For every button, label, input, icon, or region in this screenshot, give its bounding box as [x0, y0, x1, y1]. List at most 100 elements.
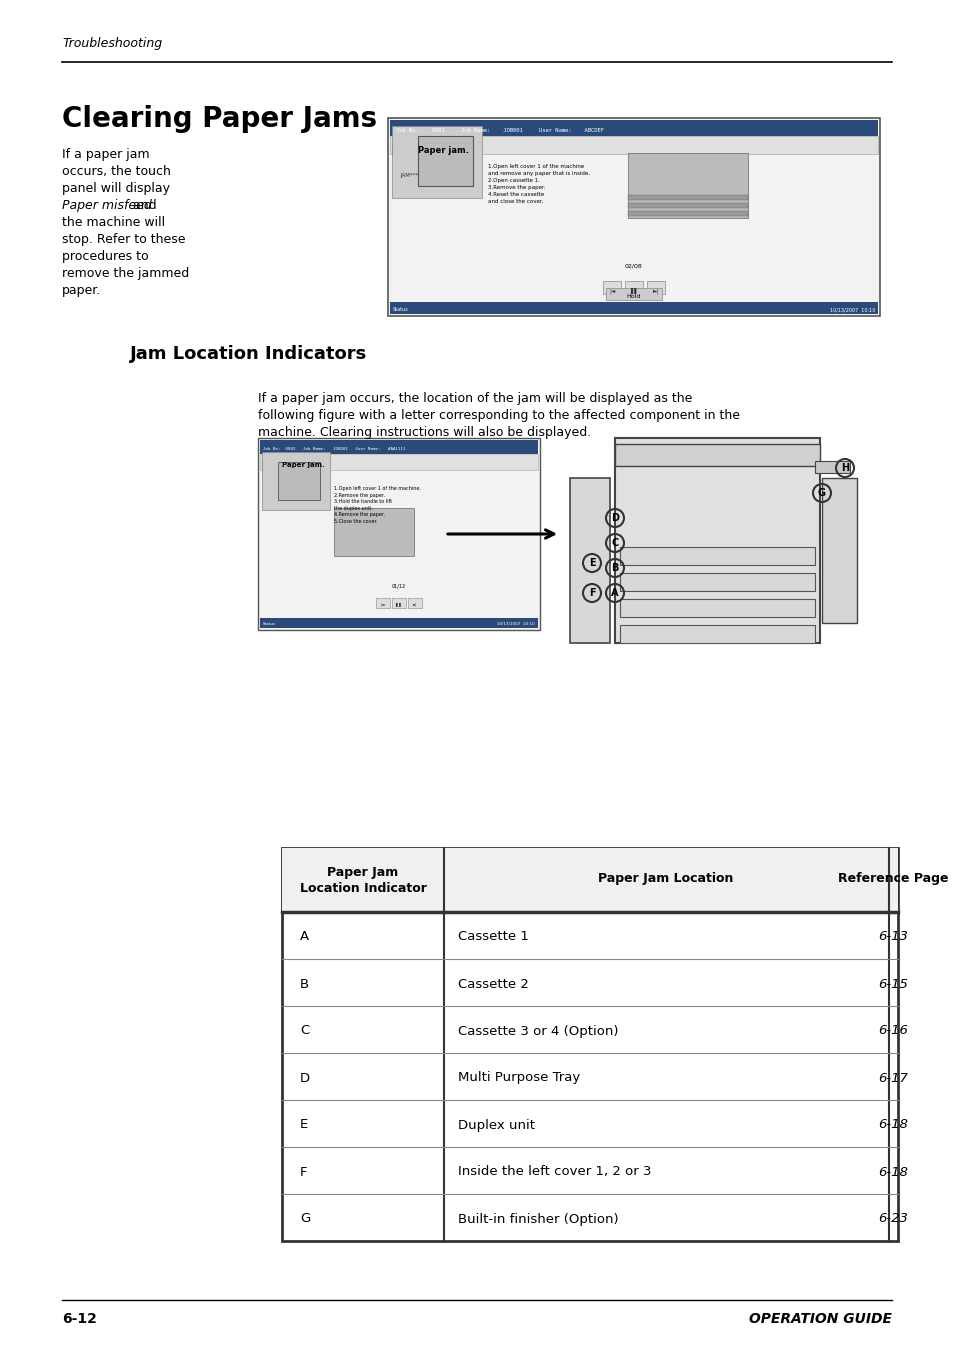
Text: 02/08: 02/08	[624, 263, 642, 267]
Text: Cassette 1: Cassette 1	[457, 931, 528, 943]
Bar	[602, 281, 620, 295]
Text: ▌▌: ▌▌	[629, 288, 638, 295]
Text: panel will display: panel will display	[62, 182, 170, 195]
Bar	[390, 120, 877, 136]
Bar	[417, 136, 473, 186]
Text: 1.Open left cover 1 of the machine.
2.Remove the paper.
3.Hold the handle to lif: 1.Open left cover 1 of the machine. 2.Re…	[334, 486, 420, 524]
Text: Inside the left cover 1, 2 or 3: Inside the left cover 1, 2 or 3	[457, 1166, 651, 1178]
Bar	[282, 848, 897, 1242]
Text: ▌▌: ▌▌	[395, 603, 402, 607]
Bar	[408, 598, 421, 608]
Text: Troubleshooting: Troubleshooting	[62, 36, 162, 50]
Bar	[277, 462, 319, 500]
Text: 6-18: 6-18	[877, 1119, 907, 1132]
Bar	[375, 598, 390, 608]
Text: OPERATION GUIDE: OPERATION GUIDE	[748, 1312, 891, 1325]
Text: F: F	[588, 588, 595, 598]
Text: 6-18: 6-18	[877, 1166, 907, 1178]
Text: Paper misfeed: Paper misfeed	[62, 199, 152, 212]
Text: Job No.:   9001     Job Name:    JOB001     User Name:    ABCDEF: Job No.: 9001 Job Name: JOB001 User Name…	[395, 128, 603, 132]
Text: Built-in finisher (Option): Built-in finisher (Option)	[457, 1212, 618, 1225]
Text: Status: Status	[393, 307, 408, 312]
Text: procedures to: procedures to	[62, 250, 149, 263]
Bar	[619, 547, 814, 565]
Text: C: C	[611, 538, 618, 549]
Bar	[615, 438, 820, 643]
Text: If a paper jam occurs, the location of the jam will be displayed as the: If a paper jam occurs, the location of t…	[257, 392, 692, 405]
Bar	[262, 459, 277, 471]
Text: A: A	[611, 588, 618, 598]
Bar	[619, 598, 814, 617]
Text: If a paper jam: If a paper jam	[62, 149, 150, 161]
Bar	[282, 848, 897, 912]
Text: Status: Status	[263, 621, 275, 626]
Text: E: E	[299, 1119, 308, 1132]
Text: machine. Clearing instructions will also be displayed.: machine. Clearing instructions will also…	[257, 426, 591, 439]
Bar	[627, 211, 747, 216]
Text: B: B	[611, 563, 618, 573]
Text: G: G	[299, 1212, 310, 1225]
Text: 6-23: 6-23	[877, 1212, 907, 1225]
Bar	[334, 508, 414, 557]
Text: 6-16: 6-16	[877, 1024, 907, 1038]
Text: 6-12: 6-12	[62, 1312, 97, 1325]
Bar	[619, 626, 814, 643]
Text: Job No:  0002   Job Name:   JOB001   User Name:   AAA1111: Job No: 0002 Job Name: JOB001 User Name:…	[263, 447, 405, 451]
Text: D: D	[610, 513, 618, 523]
Bar	[392, 126, 481, 199]
Text: occurs, the touch: occurs, the touch	[62, 165, 171, 178]
Text: G: G	[817, 488, 825, 499]
Bar	[390, 136, 877, 154]
Bar	[619, 573, 814, 590]
Text: E: E	[588, 558, 595, 567]
Bar	[627, 153, 747, 218]
Text: D: D	[299, 1071, 310, 1085]
Text: Hold: Hold	[626, 295, 640, 299]
Bar	[615, 444, 820, 466]
Bar	[388, 118, 879, 316]
Text: 1.Open left cover 1 of the machine
and remove any paper that is inside.
2.Open c: 1.Open left cover 1 of the machine and r…	[488, 163, 589, 204]
Text: Reference Page: Reference Page	[837, 871, 947, 885]
Bar	[390, 303, 877, 313]
Text: A: A	[299, 931, 309, 943]
Text: the machine will: the machine will	[62, 216, 165, 230]
Text: JAM***: JAM***	[399, 173, 417, 178]
Text: C: C	[299, 1024, 309, 1038]
Text: ►|: ►|	[652, 288, 659, 293]
Text: remove the jammed: remove the jammed	[62, 267, 189, 280]
Text: 6-17: 6-17	[877, 1071, 907, 1085]
Bar	[814, 461, 849, 473]
Text: 10/13/2007  10:10: 10/13/2007 10:10	[497, 621, 535, 626]
Text: Cassette 2: Cassette 2	[457, 978, 528, 990]
Text: Paper jam.: Paper jam.	[282, 462, 324, 467]
Text: 01/12: 01/12	[392, 584, 406, 588]
Bar	[260, 617, 537, 628]
Text: 6-15: 6-15	[877, 978, 907, 990]
Bar	[262, 453, 330, 509]
Text: |◄: |◄	[608, 288, 615, 293]
Text: paper.: paper.	[62, 284, 101, 297]
Text: following figure with a letter corresponding to the affected component in the: following figure with a letter correspon…	[257, 409, 740, 422]
Text: |◄: |◄	[380, 603, 385, 607]
Text: Jam Location Indicators: Jam Location Indicators	[130, 345, 367, 363]
Bar	[627, 195, 747, 200]
Text: Clearing Paper Jams: Clearing Paper Jams	[62, 105, 376, 132]
Bar	[821, 478, 856, 623]
Bar	[257, 438, 539, 630]
Text: H: H	[840, 463, 848, 473]
Bar	[392, 142, 412, 155]
Text: 6-13: 6-13	[877, 931, 907, 943]
Text: Duplex unit: Duplex unit	[457, 1119, 535, 1132]
Text: and: and	[129, 199, 156, 212]
Bar	[569, 478, 609, 643]
Text: stop. Refer to these: stop. Refer to these	[62, 232, 185, 246]
Text: Paper jam.: Paper jam.	[417, 146, 468, 155]
Bar	[624, 281, 642, 295]
Text: 10/13/2007  10:10: 10/13/2007 10:10	[829, 307, 874, 312]
Bar	[260, 440, 537, 454]
Text: Multi Purpose Tray: Multi Purpose Tray	[457, 1071, 579, 1085]
Text: Paper Jam
Location Indicator: Paper Jam Location Indicator	[299, 866, 426, 894]
Bar	[392, 598, 406, 608]
Bar	[627, 203, 747, 208]
Text: B: B	[299, 978, 309, 990]
